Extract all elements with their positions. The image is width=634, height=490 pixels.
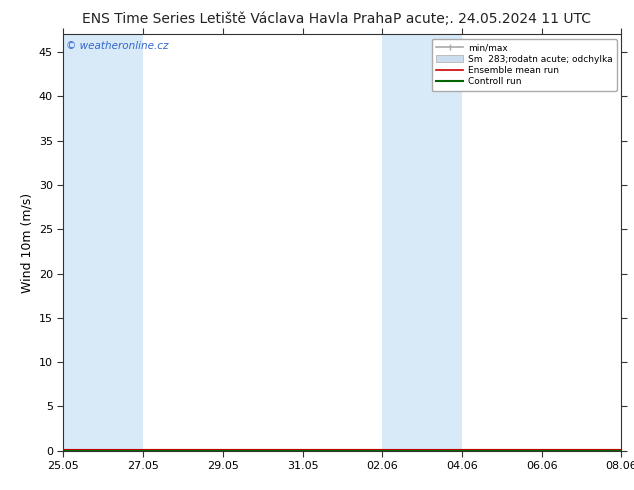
Bar [63,34,143,451]
Bar [621,34,634,451]
Bar [382,34,462,451]
Y-axis label: Wind 10m (m/s): Wind 10m (m/s) [20,193,34,293]
Text: ENS Time Series Letiště Václava Havla Praha: ENS Time Series Letiště Václava Havla Pr… [82,12,393,26]
Legend: min/max, Sm  283;rodatn acute; odchylka, Ensemble mean run, Controll run: min/max, Sm 283;rodatn acute; odchylka, … [432,39,617,91]
Text: © weatheronline.cz: © weatheronline.cz [66,41,169,50]
Text: P acute;. 24.05.2024 11 UTC: P acute;. 24.05.2024 11 UTC [393,12,591,26]
